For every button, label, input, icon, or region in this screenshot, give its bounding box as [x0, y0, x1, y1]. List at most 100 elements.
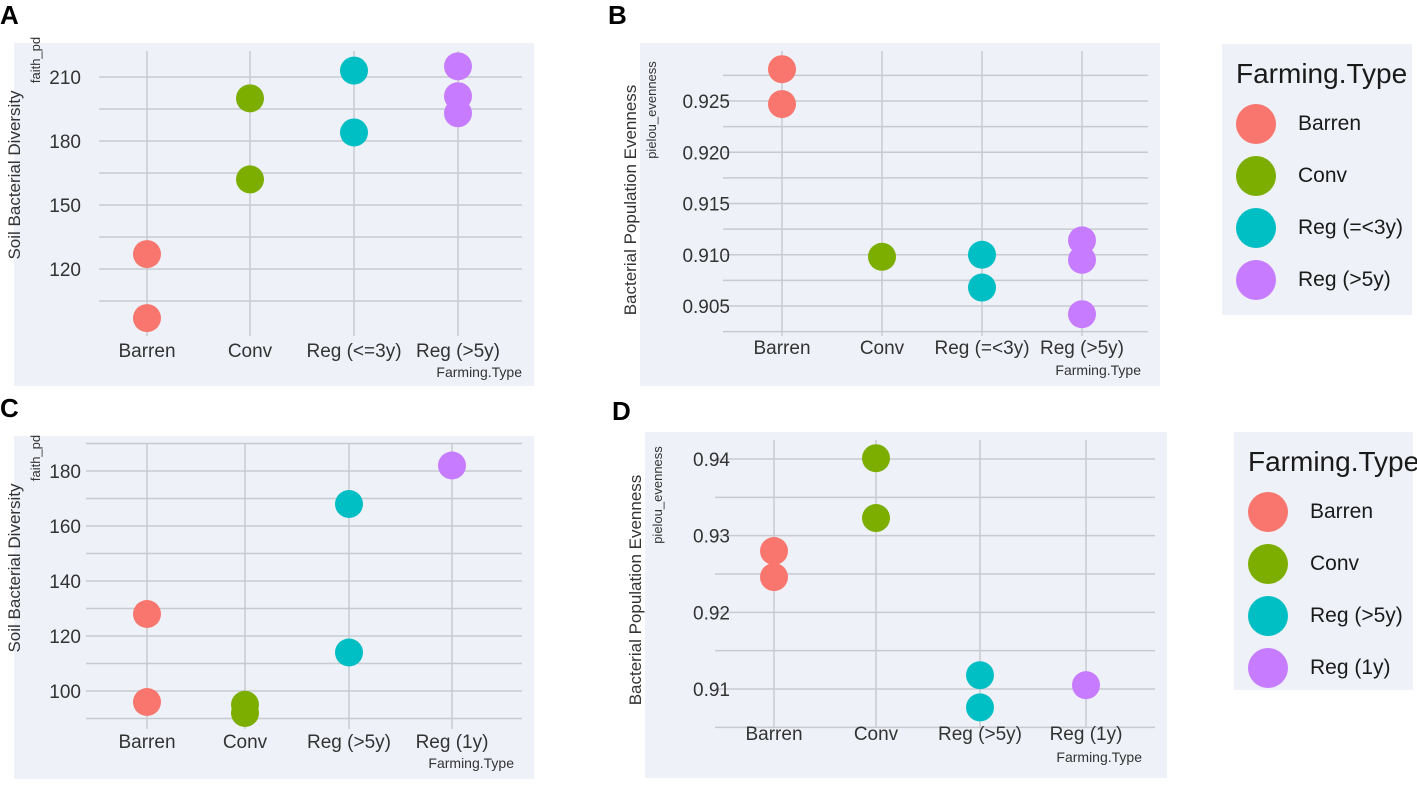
legend-item-barren: Barren [1248, 486, 1399, 538]
y-axis-label: Soil Bacterial Diversity [5, 90, 24, 260]
data-point [340, 118, 368, 147]
panel-label: D [612, 396, 631, 426]
x-category-label: Reg (>5y) [1040, 338, 1124, 359]
data-point [133, 688, 161, 716]
data-point [335, 490, 363, 518]
data-point [335, 638, 363, 667]
data-point [768, 55, 796, 84]
y-axis-label: Soil Bacterial Diversity [5, 483, 24, 653]
x-category-label: Barren [118, 732, 175, 753]
data-point [133, 304, 161, 333]
legend-swatch-reg-le3y [1236, 208, 1276, 248]
x-category-label: Conv [860, 338, 905, 359]
legend-top: Farming.Type Barren Conv Reg (=<3y) Reg … [1222, 44, 1412, 315]
y-axis-sublabel: faith_pd [28, 435, 43, 481]
x-category-label: Barren [118, 341, 175, 362]
x-category-label: Reg (=<3y) [934, 338, 1029, 359]
x-category-label: Reg (1y) [416, 732, 489, 753]
legend-swatch-conv [1248, 544, 1288, 584]
y-tick-label: 0.905 [682, 297, 730, 318]
panel-a: A 120 150 180 210 Barren Conv Reg (<=3y) Reg (>5… [0, 0, 534, 386]
y-tick-label: 0.915 [682, 195, 730, 216]
legend-label: Barren [1298, 112, 1362, 135]
x-category-label: Conv [228, 341, 273, 362]
panel-label: B [608, 0, 627, 30]
legend-item-reg-1y: Reg (1y) [1248, 642, 1399, 694]
y-axis-sublabel: pielou_evenness [644, 61, 659, 159]
x-axis-label: Farming.Type [436, 364, 522, 380]
x-category-label: Reg (>5y) [938, 724, 1022, 745]
data-point [1068, 226, 1096, 255]
x-category-label: Reg (<=3y) [306, 341, 401, 362]
y-tick-label: 0.93 [693, 527, 730, 548]
y-axis-label: Bacterial Population Evenness [626, 475, 645, 706]
legend-swatch-barren [1236, 104, 1276, 144]
panel-label: C [0, 393, 19, 423]
data-point [438, 451, 466, 480]
data-point [231, 699, 259, 727]
legend-title: Farming.Type [1236, 58, 1408, 89]
data-point [1068, 300, 1096, 329]
y-tick-label: 150 [49, 196, 81, 217]
x-category-label: Reg (>5y) [307, 732, 391, 753]
data-point [760, 537, 788, 565]
y-tick-label: 120 [49, 260, 81, 281]
data-point [1072, 671, 1100, 700]
panel-c: C 100 120 140 160 180 Barren Conv Reg (>5y) Reg (… [0, 393, 534, 779]
legend-swatch-barren [1248, 492, 1288, 532]
data-point [1068, 245, 1096, 274]
data-point [966, 693, 994, 722]
legend-label: Reg (>5y) [1298, 268, 1391, 291]
y-tick-label: 0.94 [693, 450, 730, 471]
y-tick-label: 210 [49, 68, 81, 89]
legend-title: Farming.Type [1248, 446, 1417, 477]
y-tick-label: 120 [49, 627, 81, 648]
y-tick-label: 0.920 [682, 143, 730, 164]
legend-item-reg-gt5y: Reg (>5y) [1236, 254, 1398, 306]
y-tick-label: 0.92 [693, 603, 730, 624]
legend-item-barren: Barren [1236, 98, 1398, 150]
x-category-label: Conv [854, 724, 899, 745]
y-tick-label: 140 [49, 572, 81, 593]
legend-label: Conv [1310, 552, 1360, 575]
x-axis-label: Farming.Type [428, 755, 514, 771]
x-category-label: Barren [745, 724, 802, 745]
legend-item-reg-gt5y: Reg (>5y) [1248, 590, 1403, 642]
plot-background [645, 432, 1167, 778]
legend-item-reg-le3y: Reg (=<3y) [1236, 202, 1403, 254]
data-point [862, 444, 890, 473]
legend-swatch-reg-gt5y [1236, 260, 1276, 300]
x-category-label: Reg (1y) [1050, 724, 1123, 745]
legend-swatch-reg-gt5y [1248, 596, 1288, 636]
data-point [236, 84, 264, 113]
panel-b: B 0.905 0.910 0.915 0.920 0.925 Barren Conv Reg … [608, 0, 1160, 386]
legend-label: Reg (=<3y) [1298, 216, 1404, 239]
y-tick-label: 180 [49, 132, 81, 153]
data-point [968, 240, 996, 269]
y-axis-label: Bacterial Population Evenness [621, 85, 640, 316]
data-point [236, 165, 264, 194]
y-tick-label: 0.91 [693, 680, 730, 701]
x-category-label: Reg (>5y) [416, 341, 500, 362]
data-point [966, 661, 994, 690]
panel-label: A [0, 0, 19, 30]
x-axis-label: Farming.Type [1055, 362, 1141, 378]
data-point [760, 563, 788, 592]
legend-swatch-conv [1236, 156, 1276, 196]
y-tick-label: 100 [49, 682, 81, 703]
legend-label: Barren [1310, 500, 1374, 523]
legend-label: Conv [1298, 164, 1348, 187]
y-tick-label: 160 [49, 517, 81, 538]
y-axis-sublabel: faith_pd [28, 37, 43, 83]
data-point [862, 504, 890, 533]
data-point [133, 600, 161, 628]
data-point [768, 90, 796, 119]
y-axis-sublabel: pielou_evenness [650, 446, 665, 544]
legend-item-conv: Conv [1248, 538, 1399, 590]
y-tick-label: 0.925 [682, 92, 730, 113]
legend-label: Reg (1y) [1310, 656, 1391, 679]
legend-swatch-reg-1y [1248, 648, 1288, 688]
legend-label: Reg (>5y) [1310, 604, 1403, 627]
y-tick-label: 0.910 [682, 246, 730, 267]
